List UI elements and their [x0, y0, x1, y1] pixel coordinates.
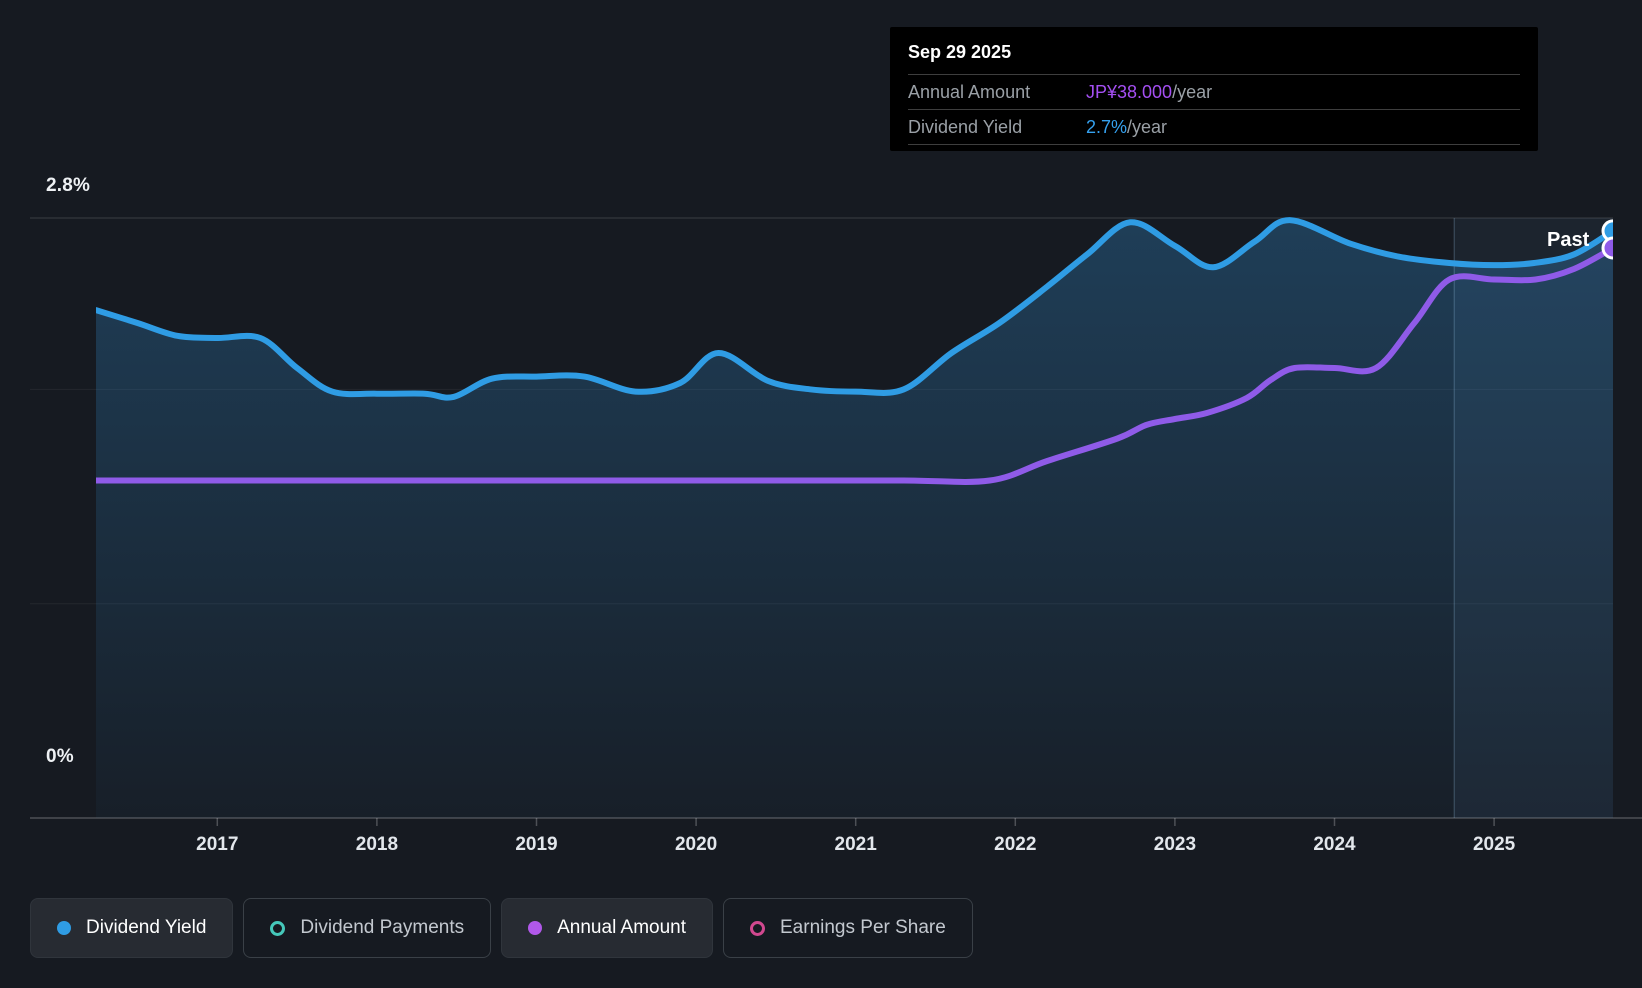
dividend-yield-dot-icon [57, 921, 71, 935]
legend-label: Dividend Yield [86, 917, 207, 938]
x-axis-label: 2021 [834, 834, 877, 855]
legend-label: Earnings Per Share [780, 917, 946, 938]
x-axis-label: 2020 [674, 834, 718, 855]
tooltip-suffix: /year [1172, 81, 1213, 102]
x-axis-label: 2018 [355, 834, 399, 855]
chart-tooltip: Sep 29 2025 Annual Amount JP¥38.000/year… [890, 27, 1538, 151]
tooltip-label: Annual Amount [908, 81, 1031, 102]
legend-button-annual-amount[interactable]: Annual Amount [501, 898, 713, 958]
tooltip-suffix: /year [1127, 116, 1168, 137]
chart-legend: Dividend Yield Dividend Payments Annual … [30, 898, 973, 958]
past-period-label: Past [1547, 229, 1590, 251]
tooltip-date: Sep 29 2025 [908, 40, 1520, 75]
x-axis-label: 2025 [1472, 834, 1516, 855]
x-axis-label: 2017 [196, 834, 239, 855]
legend-label: Annual Amount [557, 917, 686, 938]
x-axis-ticks [216, 818, 1495, 826]
plot-area [96, 217, 1613, 818]
tooltip-row-annual-amount: Annual Amount JP¥38.000/year [908, 75, 1520, 110]
x-axis-label: 2019 [515, 834, 558, 855]
tooltip-row-dividend-yield: Dividend Yield 2.7%/year [908, 110, 1520, 145]
x-axis-label: 2024 [1313, 834, 1356, 855]
dividend-payments-ring-icon [270, 920, 286, 936]
tooltip-value: 2.7% [1086, 116, 1128, 137]
legend-button-earnings-per-share[interactable]: Earnings Per Share [723, 898, 973, 958]
earnings-per-share-ring-icon [750, 920, 765, 936]
y-axis-label-max: 2.8% [46, 175, 91, 196]
tooltip-value: JP¥38.000 [1086, 81, 1173, 102]
legend-button-dividend-payments[interactable]: Dividend Payments [243, 898, 492, 958]
annual-amount-dot-icon [528, 921, 543, 935]
x-axis-label: 2023 [1153, 834, 1197, 855]
legend-button-dividend-yield[interactable]: Dividend Yield [30, 898, 234, 958]
legend-label: Dividend Payments [300, 917, 465, 938]
x-axis-label: 2022 [994, 834, 1037, 855]
y-axis-label-zero: 0% [46, 746, 74, 767]
tooltip-label: Dividend Yield [908, 116, 1023, 137]
